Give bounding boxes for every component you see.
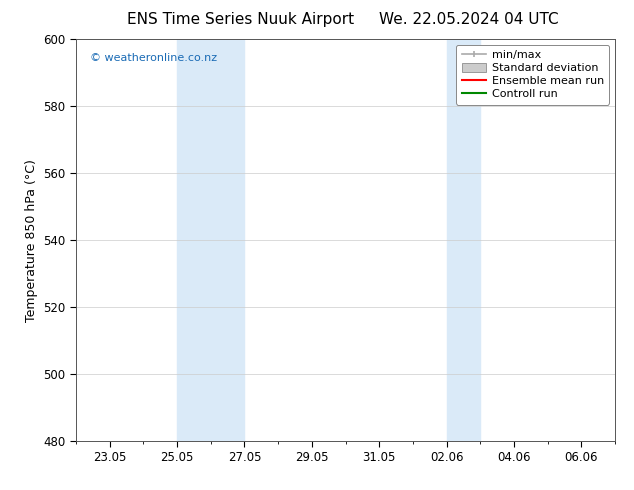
Bar xyxy=(177,39,245,441)
Bar xyxy=(446,39,481,441)
Y-axis label: Temperature 850 hPa (°C): Temperature 850 hPa (°C) xyxy=(25,159,38,321)
Text: © weatheronline.co.nz: © weatheronline.co.nz xyxy=(89,53,217,63)
Legend: min/max, Standard deviation, Ensemble mean run, Controll run: min/max, Standard deviation, Ensemble me… xyxy=(456,45,609,105)
Text: ENS Time Series Nuuk Airport: ENS Time Series Nuuk Airport xyxy=(127,12,354,27)
Text: We. 22.05.2024 04 UTC: We. 22.05.2024 04 UTC xyxy=(379,12,559,27)
